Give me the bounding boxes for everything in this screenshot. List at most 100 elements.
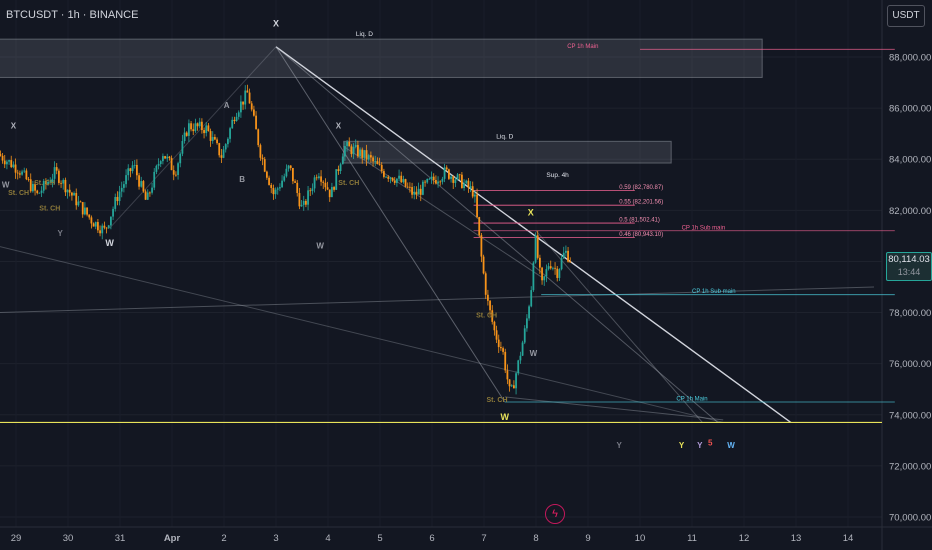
candle-body xyxy=(432,176,435,181)
candle-body xyxy=(348,141,351,147)
candle-body xyxy=(510,385,513,387)
candle-body xyxy=(467,180,470,188)
candlestick-series xyxy=(0,84,572,395)
price-tick-label: 72,000.00 xyxy=(889,461,931,472)
currency-button[interactable]: USDT xyxy=(887,5,925,27)
candle-body xyxy=(502,348,504,352)
cp-label: CP 1h Main xyxy=(676,397,707,403)
candle-body xyxy=(341,156,344,165)
candle-body xyxy=(222,149,225,158)
candle-body xyxy=(398,175,400,179)
candle-body xyxy=(333,187,335,190)
candle-body xyxy=(484,273,487,295)
candle-body xyxy=(476,194,478,218)
candle-body xyxy=(263,159,266,172)
candle-body xyxy=(23,170,26,172)
time-tick-label: Apr xyxy=(164,533,181,544)
candle-body xyxy=(55,167,58,171)
candle-body xyxy=(261,157,264,160)
pattern-label: St. CH xyxy=(8,190,29,197)
candle-body xyxy=(224,144,227,150)
candle-body xyxy=(335,169,338,190)
candle-body xyxy=(71,192,73,196)
liquidity-zones: Liq. D Liq. D xyxy=(0,31,763,164)
flash-icon[interactable]: ϟ xyxy=(545,504,565,524)
candle-body xyxy=(51,178,54,182)
candle-body xyxy=(352,146,355,155)
candle-body xyxy=(253,109,255,116)
candle-body xyxy=(487,294,489,301)
time-tick-label: 14 xyxy=(843,533,854,544)
candle-body xyxy=(166,156,169,159)
candle-body xyxy=(350,146,353,155)
candle-body xyxy=(448,169,450,179)
candle-body xyxy=(413,191,416,195)
candle-body xyxy=(274,189,277,195)
price-tick-label: 82,000.00 xyxy=(889,206,931,217)
candle-body xyxy=(42,180,45,191)
candle-body xyxy=(12,164,15,168)
candle-body xyxy=(198,121,201,127)
candle-body xyxy=(88,214,91,218)
candle-body xyxy=(151,187,153,193)
liquidity-zone xyxy=(0,38,763,78)
candle-body xyxy=(292,167,294,182)
candle-body xyxy=(365,150,368,160)
candle-body xyxy=(138,175,140,187)
candle-body xyxy=(183,132,186,141)
candle-body xyxy=(242,101,244,105)
candle-body xyxy=(435,180,437,184)
candle-body xyxy=(1,155,4,161)
candle-body xyxy=(53,167,56,179)
candle-body xyxy=(101,225,104,234)
time-axis[interactable]: 29 30 31 Apr 2 3 4 5 6 7 8 9 10 11 12 13 14 xyxy=(11,533,854,544)
candle-body xyxy=(463,183,465,189)
candle-body xyxy=(528,306,530,319)
candle-body xyxy=(305,200,307,205)
candle-body xyxy=(246,90,249,93)
candle-body xyxy=(81,202,84,215)
time-tick-label: 10 xyxy=(635,533,646,544)
symbol-title[interactable]: BTCUSDT · 1h · BINANCE xyxy=(6,9,139,21)
price-tick-label: 78,000.00 xyxy=(889,308,931,319)
candle-body xyxy=(14,164,17,173)
price-tick-label: 70,000.00 xyxy=(889,513,931,524)
candle-body xyxy=(105,227,108,229)
candle-body xyxy=(38,192,41,194)
trend-line xyxy=(343,146,542,278)
candle-body xyxy=(287,165,290,169)
time-tick-label: 12 xyxy=(739,533,750,544)
liquidity-zone xyxy=(343,140,672,164)
candle-body xyxy=(372,157,374,162)
candle-body xyxy=(534,235,537,263)
candle-body xyxy=(478,217,481,236)
pattern-label: St. CH xyxy=(487,397,508,404)
candle-body xyxy=(552,267,554,269)
candle-body xyxy=(465,180,468,184)
candle-body xyxy=(493,321,496,331)
candle-body xyxy=(361,149,364,158)
candle-body xyxy=(162,156,164,162)
candle-body xyxy=(216,139,218,144)
candle-body xyxy=(127,168,130,176)
pattern-label: W xyxy=(316,242,324,251)
candle-body xyxy=(250,103,253,110)
candle-body xyxy=(240,101,242,113)
candle-body xyxy=(62,179,65,184)
candle-body xyxy=(149,192,151,194)
candle-body xyxy=(530,290,533,307)
candle-body xyxy=(270,184,273,188)
candle-body xyxy=(177,163,179,175)
candle-body xyxy=(129,168,132,172)
time-tick-label: 7 xyxy=(481,533,486,544)
candle-body xyxy=(339,164,342,171)
pattern-label: 5 xyxy=(708,438,713,447)
candle-body xyxy=(391,177,394,181)
candle-body xyxy=(0,154,2,156)
candle-body xyxy=(233,119,236,122)
candle-body xyxy=(179,153,182,164)
candle-body xyxy=(458,174,461,176)
candle-body xyxy=(168,156,171,159)
candle-body xyxy=(428,178,431,180)
